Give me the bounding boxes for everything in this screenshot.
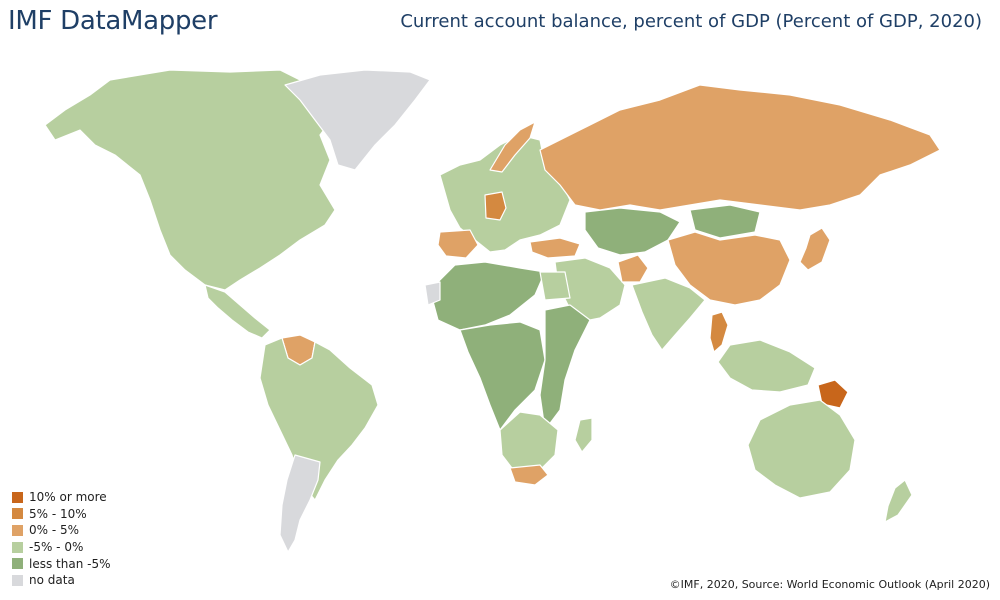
legend-swatch [12, 524, 23, 536]
source-credit: ©IMF, 2020, Source: World Economic Outlo… [669, 578, 990, 591]
legend-item[interactable]: 5% - 10% [12, 506, 111, 523]
region-egypt[interactable]: Egypt [539, 271, 571, 301]
region-germany[interactable]: Germany [484, 191, 507, 221]
legend-item[interactable]: 0% - 5% [12, 522, 111, 539]
region-norway[interactable]: Norway [489, 121, 536, 173]
region-iberia[interactable]: Iberia [437, 229, 479, 259]
region-greenland[interactable]: Greenland [284, 69, 431, 171]
legend-item[interactable]: no data [12, 572, 111, 589]
region-australia[interactable]: Australia [747, 399, 856, 499]
region-southern-africa[interactable]: Southern Africa [499, 411, 559, 473]
region-new-zealand[interactable]: New Zealand [884, 479, 913, 523]
legend-label: 0% - 5% [29, 523, 80, 538]
region-afghanistan[interactable]: Afghanistan [617, 254, 649, 283]
map-title: Current account balance, percent of GDP … [400, 11, 982, 32]
region-mongolia[interactable]: Mongolia [689, 204, 761, 239]
legend-item[interactable]: less than -5% [12, 555, 111, 572]
brand-title: IMF DataMapper [8, 6, 218, 36]
region-south-africa[interactable]: South Africa [509, 464, 549, 486]
region-russia[interactable]: Russia [539, 84, 941, 211]
region-china[interactable]: China [667, 231, 791, 306]
legend-label: less than -5% [29, 556, 111, 571]
region-india[interactable]: India [631, 277, 706, 351]
legend-swatch [12, 574, 23, 586]
region-central-asia[interactable]: Central Asia [584, 207, 681, 256]
region-central-africa[interactable]: Central Africa [459, 321, 546, 431]
region-north-america[interactable]: North America [44, 69, 336, 291]
region-argentina[interactable]: Argentina [279, 454, 321, 553]
region-north-africa[interactable]: North Africa [429, 261, 546, 331]
region-east-africa[interactable]: East Africa [539, 304, 591, 431]
region-turkey[interactable]: Turkey [529, 237, 581, 259]
region-western-sahara[interactable]: Western Sahara [424, 281, 441, 306]
legend-swatch [12, 541, 23, 553]
region-south-america[interactable]: South America [259, 337, 379, 501]
legend-item[interactable]: 10% or more [12, 489, 111, 506]
legend-label: -5% - 0% [29, 540, 84, 555]
region-southeast-asia[interactable]: Southeast Asia [717, 339, 816, 393]
legend-label: 5% - 10% [29, 506, 87, 521]
region-madagascar[interactable]: Madagascar [574, 417, 593, 453]
legend-swatch [12, 508, 23, 520]
legend-item[interactable]: -5% - 0% [12, 539, 111, 556]
legend-swatch [12, 491, 23, 503]
region-thailand[interactable]: Thailand [709, 311, 729, 353]
legend: 10% or more 5% - 10% 0% - 5% -5% - 0% le… [12, 489, 111, 589]
region-japan[interactable]: Japan [799, 227, 831, 271]
legend-label: no data [29, 573, 75, 588]
region-central-america[interactable]: Central America [204, 284, 271, 339]
legend-swatch [12, 558, 23, 570]
legend-label: 10% or more [29, 490, 107, 505]
